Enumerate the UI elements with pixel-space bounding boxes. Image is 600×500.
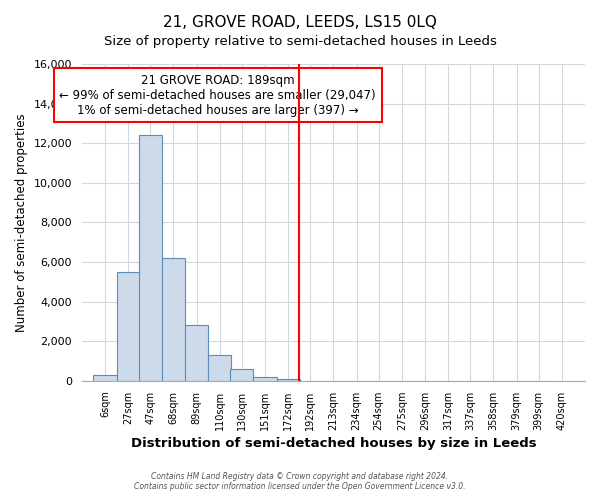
Bar xyxy=(162,258,185,381)
Bar xyxy=(253,377,277,381)
Y-axis label: Number of semi-detached properties: Number of semi-detached properties xyxy=(15,113,28,332)
Bar xyxy=(208,355,232,381)
Text: Contains HM Land Registry data © Crown copyright and database right 2024.
Contai: Contains HM Land Registry data © Crown c… xyxy=(134,472,466,491)
Bar xyxy=(277,379,300,381)
Bar xyxy=(116,272,140,381)
Text: 21, GROVE ROAD, LEEDS, LS15 0LQ: 21, GROVE ROAD, LEEDS, LS15 0LQ xyxy=(163,15,437,30)
X-axis label: Distribution of semi-detached houses by size in Leeds: Distribution of semi-detached houses by … xyxy=(131,437,536,450)
Bar xyxy=(94,375,116,381)
Bar xyxy=(139,136,162,381)
Bar xyxy=(185,326,208,381)
Bar xyxy=(230,369,253,381)
Text: 21 GROVE ROAD: 189sqm
← 99% of semi-detached houses are smaller (29,047)
1% of s: 21 GROVE ROAD: 189sqm ← 99% of semi-deta… xyxy=(59,74,376,116)
Text: Size of property relative to semi-detached houses in Leeds: Size of property relative to semi-detach… xyxy=(104,35,496,48)
